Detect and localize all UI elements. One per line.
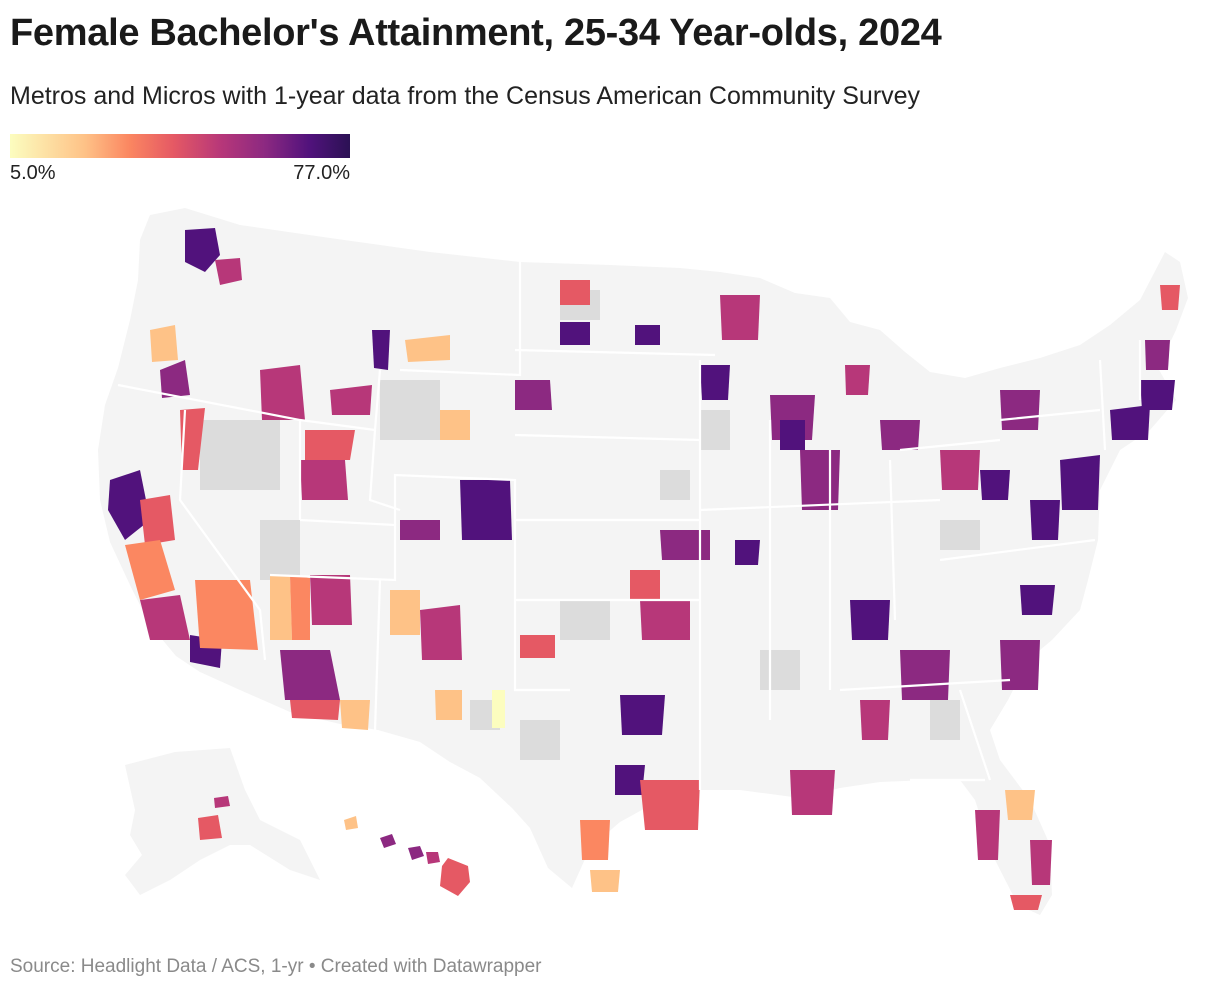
legend-gradient-bar [10,134,350,158]
chart-title: Female Bachelor's Attainment, 25-34 Year… [10,12,942,54]
hawaii-islands [380,834,470,896]
alaska-metro-juneau [344,816,358,830]
chart-subtitle: Metros and Micros with 1-year data from … [10,82,921,110]
alaska-land [125,748,320,895]
source-credit: Source: Headlight Data / ACS, 1-yr • Cre… [10,956,542,977]
color-legend: 5.0% 77.0% [10,134,350,184]
alaska-metro-anchorage [198,815,222,840]
alaska-metro-fairbanks [214,796,230,808]
legend-max-label: 77.0% [293,162,350,184]
no-data-areas [200,290,980,760]
legend-min-label: 5.0% [10,162,56,184]
us-choropleth-map [98,208,1188,915]
state-borders [117,260,1142,790]
contiguous-us-land [98,208,1188,915]
